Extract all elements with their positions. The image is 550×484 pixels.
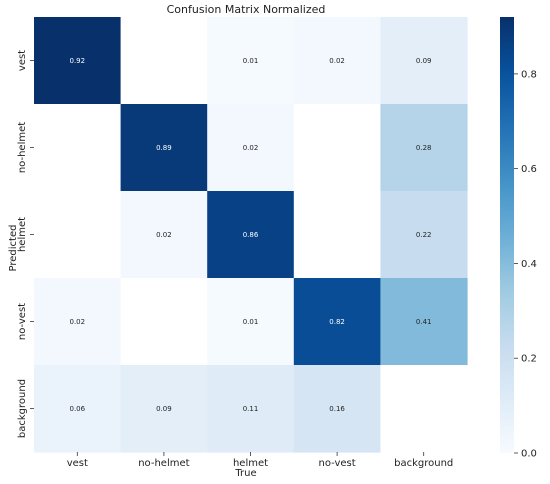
y-tick-label: no-helmet: [17, 122, 28, 173]
cell-value-label: 0.02: [70, 318, 86, 326]
heatmap-cell: [293, 278, 381, 366]
cell-value-label: 0.89: [156, 144, 172, 152]
chart-title: Confusion Matrix Normalized: [167, 3, 326, 16]
heatmap-cell: [207, 17, 295, 105]
x-axis-ticks: vest no-helmet helmet no-vest background: [67, 452, 453, 469]
heatmap-cell: [34, 278, 122, 366]
colorbar-tick-label: 0.6: [521, 164, 537, 175]
heatmap-cell: [380, 365, 468, 453]
cell-value-label: 0.16: [329, 405, 345, 413]
heatmap-cell: [207, 191, 295, 279]
heatmap-cell: [120, 17, 208, 105]
cell-value-label: 0.09: [156, 405, 172, 413]
heatmap-cell: [34, 365, 122, 453]
colorbar-tick-label: 0.2: [521, 354, 537, 365]
x-tick-label: vest: [67, 458, 88, 469]
heatmap-cell: [34, 17, 122, 105]
heatmap-cell: [207, 104, 295, 192]
cell-value-label: 0.02: [329, 57, 345, 65]
x-tick-label: no-helmet: [138, 458, 189, 469]
x-tick-label: helmet: [233, 458, 268, 469]
cell-value-label: 0.28: [416, 144, 432, 152]
y-tick-label: vest: [17, 50, 28, 71]
y-tick-label: no-vest: [17, 303, 28, 340]
x-tick-label: no-vest: [319, 458, 356, 469]
heatmap-cell: [207, 278, 295, 366]
heatmap-cell: [34, 191, 122, 279]
heatmap-cell: [293, 104, 381, 192]
cell-value-label: 0.11: [243, 405, 259, 413]
heatmap-cell-labels: 0.92 0.01 0.02 0.09 0.89 0.02 0.28 0.02 0.86 0.22…: [70, 57, 432, 413]
heatmap-cell: [120, 278, 208, 366]
y-axis-ticks: vest no-helmet helmet no-vest background: [17, 50, 34, 438]
y-tick-label: helmet: [17, 217, 28, 252]
cell-value-label: 0.02: [156, 231, 172, 239]
heatmap-cell: [380, 17, 468, 105]
heatmap-cell: [120, 365, 208, 453]
colorbar-tick-label: 0.4: [521, 259, 537, 270]
cell-value-label: 0.02: [243, 144, 259, 152]
heatmap-cell: [120, 191, 208, 279]
cell-value-label: 0.01: [243, 57, 259, 65]
heatmap-cell: [380, 278, 468, 366]
cell-value-label: 0.01: [243, 318, 259, 326]
cell-value-label: 0.06: [70, 405, 86, 413]
colorbar: [500, 17, 514, 453]
colorbar-ticks: 0.0 0.2 0.4 0.6 0.8: [514, 69, 537, 460]
cell-value-label: 0.41: [416, 318, 432, 326]
heatmap-cells: [34, 17, 468, 453]
heatmap-cell: [293, 365, 381, 453]
cell-value-label: 0.86: [243, 231, 259, 239]
heatmap-cell: [120, 104, 208, 192]
heatmap-cell: [293, 17, 381, 105]
colorbar-tick-label: 0.0: [521, 449, 537, 460]
heatmap-cell: [293, 191, 381, 279]
heatmap-cell: [380, 191, 468, 279]
heatmap-cell: [207, 365, 295, 453]
x-tick-label: background: [394, 458, 453, 469]
y-tick-label: background: [17, 379, 28, 438]
heatmap-cell: [380, 104, 468, 192]
cell-value-label: 0.22: [416, 231, 432, 239]
colorbar-tick-label: 0.8: [521, 69, 537, 80]
cell-value-label: 0.82: [329, 318, 345, 326]
y-axis-label: Predicted: [8, 225, 19, 272]
x-axis-label: True: [234, 468, 256, 479]
cell-value-label: 0.09: [416, 57, 432, 65]
cell-value-label: 0.92: [70, 57, 86, 65]
heatmap-cell: [34, 104, 122, 192]
